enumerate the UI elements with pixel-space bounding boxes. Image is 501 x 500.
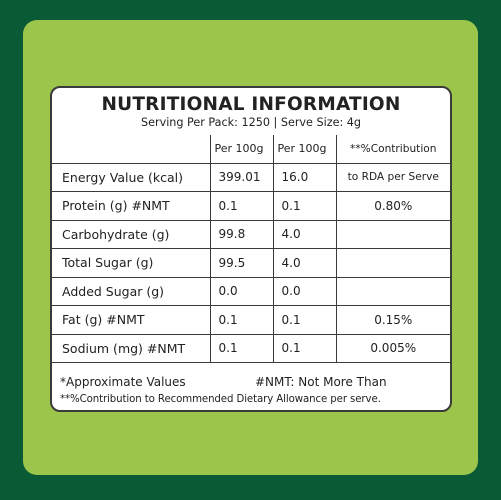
value-rda: 0.005%: [335, 333, 450, 363]
value-per-serve: 0.1: [272, 191, 337, 221]
header-cell: [52, 135, 211, 164]
table-row: Energy Value (kcal) 399.01 16.0 to RDA p…: [52, 162, 450, 192]
header-contribution: **%Contribution: [335, 135, 450, 164]
value-per-100g: 99.8: [209, 219, 274, 249]
table-row: Total Sugar (g) 99.5 4.0: [52, 248, 450, 278]
nutrient-name: Fat (g) #NMT: [52, 305, 211, 335]
value-rda: [335, 248, 450, 278]
value-per-serve: 4.0: [272, 248, 337, 278]
nutrient-name: Carbohydrate (g): [52, 219, 211, 249]
value-per-serve: 4.0: [272, 219, 337, 249]
value-per-serve: 0.1: [272, 305, 337, 335]
value-per-serve: 0.0: [272, 276, 337, 306]
value-rda: [335, 276, 450, 306]
value-rda: 0.15%: [335, 305, 450, 335]
table-row: Added Sugar (g) 0.0 0.0: [52, 276, 450, 306]
footnote-rda: **%Contribution to Recommended Dietary A…: [60, 394, 381, 405]
nutrient-name: Added Sugar (g): [52, 276, 211, 306]
nutrient-name: Total Sugar (g): [52, 248, 211, 278]
header-per-100g-2: Per 100g: [272, 135, 337, 164]
value-per-100g: 99.5: [209, 248, 274, 278]
nutrition-label: NUTRITIONAL INFORMATION Serving Per Pack…: [50, 86, 452, 412]
table-header-row: Per 100g Per 100g **%Contribution: [52, 135, 450, 164]
label-subtitle: Serving Per Pack: 1250 | Serve Size: 4g: [140, 116, 361, 129]
value-per-serve: 16.0: [272, 162, 337, 192]
header-per-100g: Per 100g: [209, 135, 274, 164]
table-row: Sodium (mg) #NMT 0.1 0.1 0.005%: [52, 333, 450, 363]
nutrient-name: Sodium (mg) #NMT: [52, 333, 211, 363]
value-per-100g: 0.0: [209, 276, 274, 306]
table-row: Protein (g) #NMT 0.1 0.1 0.80%: [52, 191, 450, 221]
nutrition-table: Per 100g Per 100g **%Contribution Energy…: [52, 135, 450, 363]
nutrient-name: Energy Value (kcal): [52, 162, 211, 192]
value-rda: to RDA per Serve: [335, 162, 450, 192]
label-title: NUTRITIONAL INFORMATION: [101, 94, 401, 115]
value-per-100g: 0.1: [209, 305, 274, 335]
value-per-100g: 0.1: [209, 191, 274, 221]
value-per-100g: 399.01: [209, 162, 274, 192]
footnote-row: *Approximate Values #NMT: Not More Than: [60, 375, 445, 389]
value-rda: [335, 219, 450, 249]
table-row: Carbohydrate (g) 99.8 4.0: [52, 219, 450, 249]
value-rda: 0.80%: [335, 191, 450, 221]
value-per-100g: 0.1: [209, 333, 274, 363]
value-per-serve: 0.1: [272, 333, 337, 363]
footnote-approximate: *Approximate Values: [60, 375, 186, 389]
nutrient-name: Protein (g) #NMT: [52, 191, 211, 221]
table-row: Fat (g) #NMT 0.1 0.1 0.15%: [52, 305, 450, 335]
footnote-nmt: #NMT: Not More Than: [255, 375, 387, 389]
